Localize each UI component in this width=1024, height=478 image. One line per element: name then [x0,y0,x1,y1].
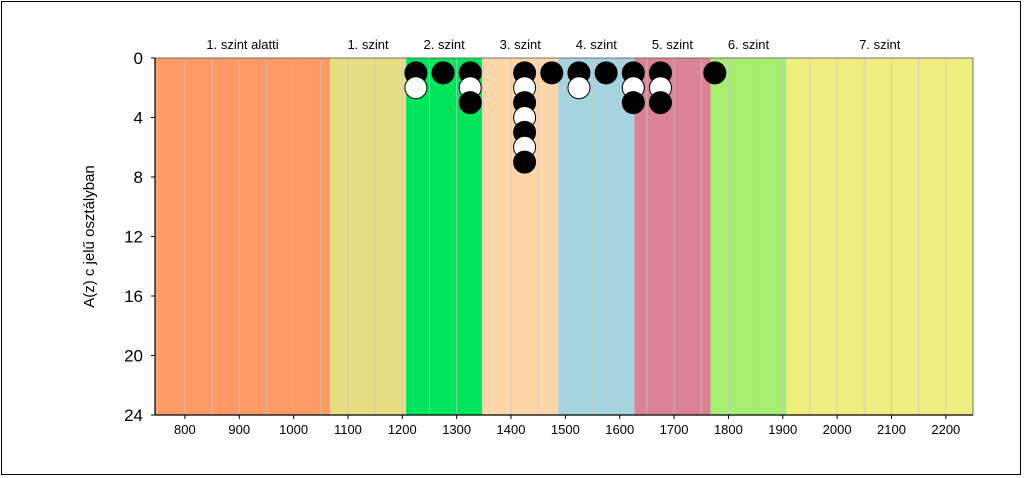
x-tick-label: 1800 [714,422,743,437]
band-label-1: 1. szint alatti [206,37,278,52]
x-tick-label: 1300 [442,422,471,437]
x-tick-label: 2100 [877,422,906,437]
band-2 [330,58,407,415]
filled-point [540,61,564,85]
band-labels-layer: 1. szint alatti 1. szint 2. szint 3. szint 4… [206,37,900,52]
band-label-2: 1. szint [347,37,389,52]
x-tick-label: 900 [228,422,250,437]
x-tick-label: 2200 [931,422,960,437]
filled-point [703,61,727,85]
points-layer [404,61,727,174]
x-tick-label: 1400 [497,422,526,437]
band-7 [710,58,787,415]
filled-point [594,61,618,85]
band-8 [786,58,973,415]
x-tick-label: 1100 [334,422,362,437]
axis-layer: 800 900 1000 1100 1200 1300 1400 1500 1600 1700 18… [124,49,974,437]
band-label-7: 6. szint [728,37,770,52]
filled-point [431,61,455,85]
band-label-4: 3. szint [500,37,542,52]
grid-layer [157,58,974,415]
y-tick-label: 24 [124,406,143,425]
band-6 [634,58,711,415]
band-5 [558,58,635,415]
y-tick-label: 20 [124,347,143,366]
y-tick-label: 8 [134,168,143,187]
band-3 [406,58,483,415]
filled-point [513,150,537,174]
band-layer [155,58,973,415]
filled-point [458,91,482,115]
band-label-8: 7. szint [859,37,901,52]
x-tick-label: 1900 [768,422,797,437]
x-tick-label: 1000 [279,422,308,437]
x-tick-label: 1600 [605,422,634,437]
open-point [404,76,428,100]
band-label-6: 5. szint [652,37,694,52]
filled-point [648,91,672,115]
y-tick-label: 4 [134,109,143,128]
y-tick-label: 0 [134,49,143,68]
x-tick-label: 800 [174,422,196,437]
x-tick-label: 1700 [660,422,689,437]
band-1 [155,58,331,415]
x-tick-label: 1500 [551,422,580,437]
x-tick-label: 2000 [823,422,852,437]
filled-point [621,91,645,115]
y-tick-label: 12 [124,228,143,247]
band-label-5: 4. szint [576,37,618,52]
y-tick-label: 16 [124,287,143,306]
open-point [567,76,591,100]
x-tick-label: 1200 [388,422,417,437]
band-label-3: 2. szint [424,37,466,52]
y-axis-title: A(z) c jelű osztályban [81,165,98,308]
